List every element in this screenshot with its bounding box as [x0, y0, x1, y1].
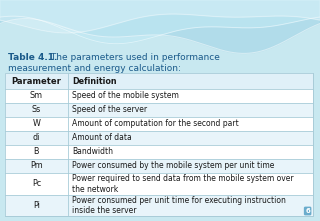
Bar: [5, 195, 313, 216]
Text: Pm: Pm: [30, 162, 43, 170]
Text: Power required to send data from the mobile system over
the network: Power required to send data from the mob…: [72, 174, 294, 194]
Bar: [5, 131, 313, 145]
Text: Definition: Definition: [72, 76, 116, 86]
Bar: [5, 159, 313, 173]
Bar: [5, 173, 313, 195]
Text: measurement and energy calculation:: measurement and energy calculation:: [8, 64, 181, 73]
Bar: [5, 103, 313, 117]
Text: Parameter: Parameter: [12, 76, 61, 86]
Text: Sm: Sm: [30, 91, 43, 101]
Bar: [5, 73, 313, 216]
Bar: [5, 73, 313, 89]
Text: W: W: [33, 120, 40, 128]
Text: Speed of the server: Speed of the server: [72, 105, 147, 114]
Text: Bandwidth: Bandwidth: [72, 147, 113, 156]
Text: Power consumed by the mobile system per unit time: Power consumed by the mobile system per …: [72, 162, 274, 170]
Bar: [5, 89, 313, 103]
Text: B: B: [34, 147, 39, 156]
Text: di: di: [33, 133, 40, 143]
Text: Pi: Pi: [33, 201, 40, 210]
Text: Amount of data: Amount of data: [72, 133, 132, 143]
Text: 6: 6: [305, 208, 310, 214]
Bar: [5, 145, 313, 159]
Text: Table 4.1.: Table 4.1.: [8, 53, 57, 62]
Text: Power consumed per unit time for executing instruction
inside the server: Power consumed per unit time for executi…: [72, 196, 286, 215]
Bar: [5, 73, 313, 216]
Text: Ss: Ss: [32, 105, 41, 114]
Text: Pc: Pc: [32, 179, 41, 189]
Text: Amount of computation for the second part: Amount of computation for the second par…: [72, 120, 239, 128]
Bar: [5, 117, 313, 131]
Text: The parameters used in performance: The parameters used in performance: [48, 53, 220, 62]
Text: Speed of the mobile system: Speed of the mobile system: [72, 91, 179, 101]
